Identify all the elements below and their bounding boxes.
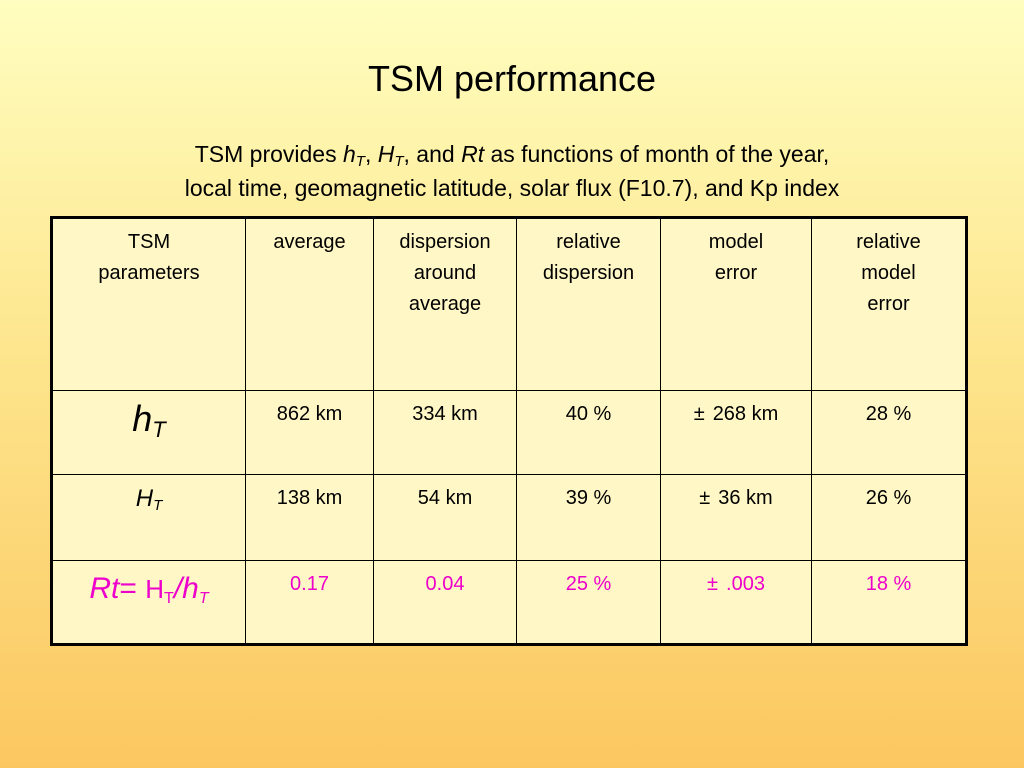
cell-relative-model-error: 18 % (811, 559, 967, 646)
header-relative-model-error: relative model error (811, 217, 967, 391)
cell-relative-dispersion: 25 % (516, 559, 661, 646)
plus-minus-symbol: ± (693, 402, 705, 425)
subtitle-HT: HT (377, 141, 404, 170)
subtitle-hT: hT (342, 141, 365, 170)
subtitle-sep: , and (403, 141, 462, 167)
row-label-hT: hT (51, 389, 246, 475)
plus-minus-symbol: ± (699, 486, 711, 509)
slide-subtitle: TSM provides hT, HT, and Rt as functions… (0, 137, 1024, 205)
subtitle-line-2: local time, geomagnetic latitude, solar … (184, 175, 840, 201)
cell-model-error: ± .003 (660, 559, 812, 646)
row-label-Rt: Rt= HT/hT (51, 559, 246, 646)
cell-average: 138 km (245, 473, 374, 561)
header-dispersion-around-average: dispersion around average (373, 217, 517, 391)
cell-relative-model-error: 26 % (811, 473, 967, 561)
subtitle-line-1: TSM provides hT, HT, and Rt as functions… (0, 137, 1024, 171)
subtitle-prefix: TSM provides (194, 141, 343, 167)
row-label-HT: HT (51, 473, 246, 561)
cell-dispersion: 0.04 (373, 559, 517, 646)
subtitle-Rt: Rt (461, 141, 485, 167)
cell-relative-dispersion: 39 % (516, 473, 661, 561)
slide-title: TSM performance (367, 58, 657, 99)
header-relative-dispersion: relative dispersion (516, 217, 661, 391)
subtitle-sep: , (364, 141, 378, 167)
table-row: hT 862 km 334 km 40 % ±268 km 28 % (51, 389, 967, 475)
cell-relative-dispersion: 40 % (516, 389, 661, 475)
cell-dispersion: 54 km (373, 473, 517, 561)
header-tsm-parameters: TSM parameters (51, 217, 246, 391)
performance-table: TSM parameters average dispersion around av… (50, 216, 968, 646)
cell-relative-model-error: 28 % (811, 389, 967, 475)
cell-average: 862 km (245, 389, 374, 475)
plus-minus-symbol: ± (707, 572, 719, 595)
cell-dispersion: 334 km (373, 389, 517, 475)
cell-model-error: ±36 km (660, 473, 812, 561)
subtitle-rest: as functions of month of the year, (484, 141, 830, 167)
cell-average: 0.17 (245, 559, 374, 646)
header-average: average (245, 217, 374, 391)
table-row-highlighted: Rt= HT/hT 0.17 0.04 25 % ± .003 18 % (51, 559, 967, 646)
header-model-error: model error (660, 217, 812, 391)
table-header-row: TSM parameters average dispersion around av… (51, 217, 967, 391)
table-row: HT 138 km 54 km 39 % ±36 km 26 % (51, 473, 967, 561)
cell-model-error: ±268 km (660, 389, 812, 475)
